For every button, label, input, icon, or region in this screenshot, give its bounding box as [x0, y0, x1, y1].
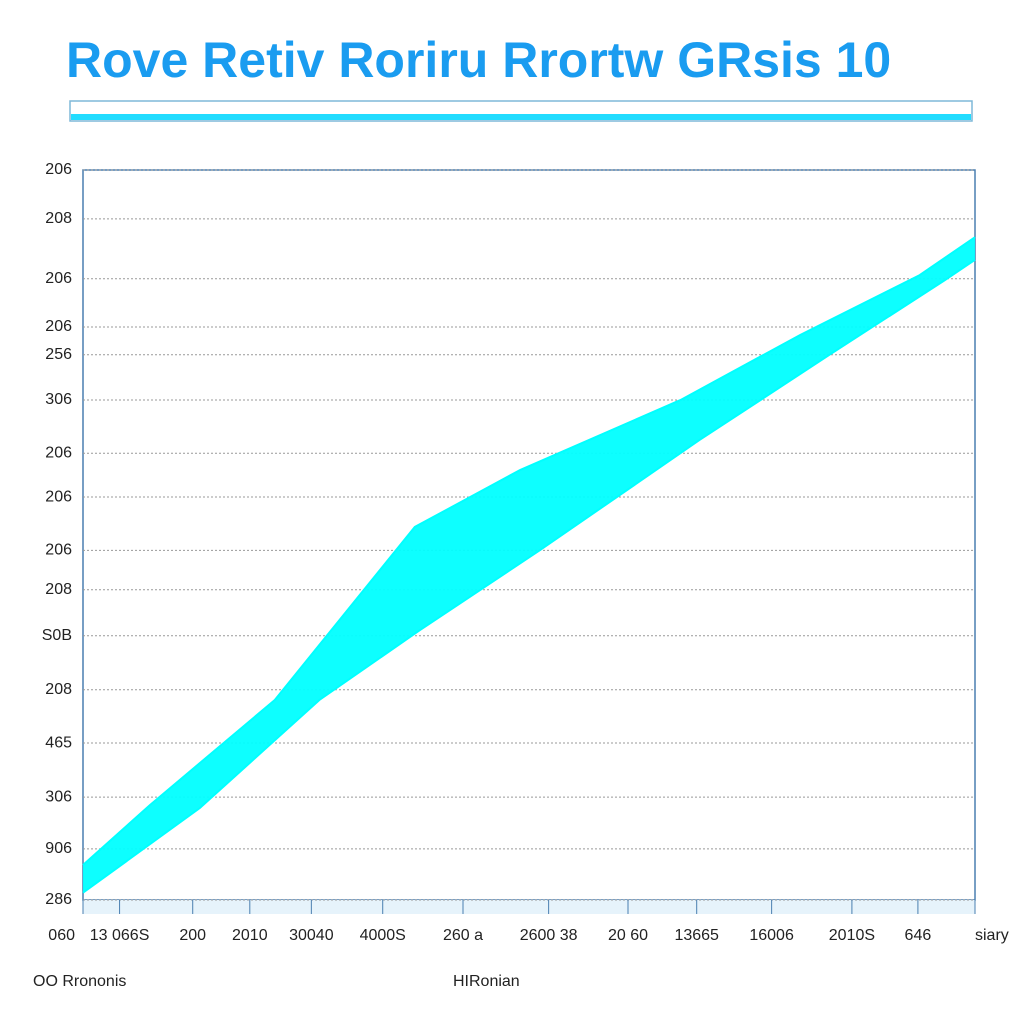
x-axis-band	[83, 900, 975, 914]
x-tick-label: siary	[975, 927, 1009, 944]
chart-title: Rove Retiv Roriru Rrortw GRsis 10	[66, 32, 891, 88]
x-tick-label: 20 60	[608, 927, 648, 944]
y-tick-label: 208	[45, 210, 72, 227]
y-tick-label: 256	[45, 346, 72, 363]
x-tick-label: 2010S	[829, 927, 875, 944]
x-tick-label: 060	[48, 927, 75, 944]
y-tick-label: 286	[45, 891, 72, 908]
x-tick-label: 646	[905, 927, 932, 944]
series-line	[82, 236, 976, 866]
x-tick-label: 260 a	[443, 927, 483, 944]
x-tick-label: 16006	[749, 927, 794, 944]
y-tick-label: 465	[45, 734, 72, 751]
area-band	[83, 237, 975, 893]
title-bar-stripe	[71, 114, 971, 120]
y-tick-label: 906	[45, 840, 72, 857]
legend-entry: HIRonian	[453, 973, 520, 990]
y-tick-label: 206	[45, 161, 72, 178]
series-line	[82, 258, 976, 894]
legend-entry: OO Rrononis	[33, 973, 126, 990]
x-tick-label: 200	[179, 927, 206, 944]
y-tick-label: S0B	[42, 627, 72, 644]
y-tick-label: 208	[45, 581, 72, 598]
x-tick-label: 13665	[674, 927, 719, 944]
y-tick-label: 208	[45, 681, 72, 698]
x-tick-label: 4000S	[360, 927, 406, 944]
x-tick-label: 2600 38	[520, 927, 578, 944]
y-tick-label: 306	[45, 391, 72, 408]
x-tick-label: 2010	[232, 927, 268, 944]
y-tick-label: 206	[45, 444, 72, 461]
y-tick-label: 306	[45, 788, 72, 805]
y-tick-label: 206	[45, 318, 72, 335]
x-tick-label: 30040	[289, 927, 334, 944]
x-tick-label: 13 066S	[90, 927, 150, 944]
y-tick-label: 206	[45, 488, 72, 505]
y-tick-label: 206	[45, 542, 72, 559]
y-tick-label: 206	[45, 270, 72, 287]
